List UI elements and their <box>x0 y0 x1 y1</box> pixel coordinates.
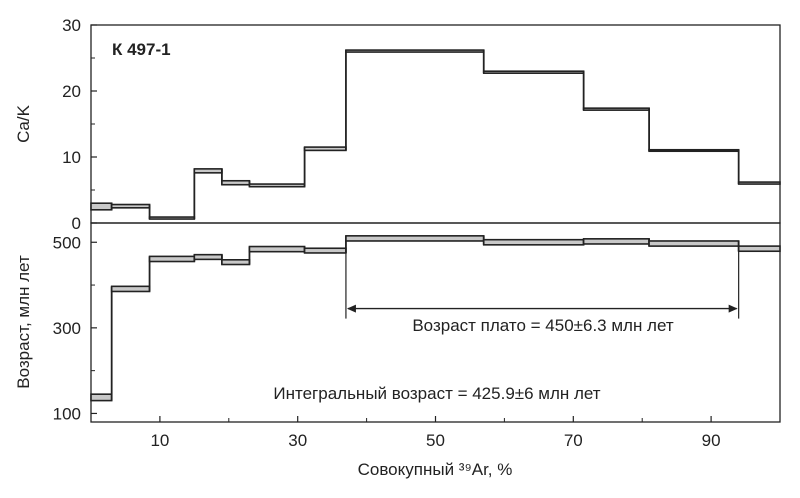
plateau-age-label: Возраст плато = 450±6.3 млн лет <box>412 316 674 335</box>
top-step-box <box>303 146 347 152</box>
top-step-box <box>221 179 251 186</box>
bottom-step-box <box>648 240 740 247</box>
top-step-box <box>648 148 740 153</box>
bottom-y-axis-label: Возраст, млн лет <box>14 255 33 389</box>
x-axis-label: Совокупный ³⁹Ar, % <box>358 460 513 479</box>
axis-ticks: 0 10 20 30 100 300 500 10 30 50 70 90 <box>53 16 721 450</box>
top-panel-steps <box>90 49 781 220</box>
top-y-axis-label: Ca/K <box>14 104 33 142</box>
top-step-box <box>148 216 196 220</box>
top-step-box <box>110 203 151 209</box>
bottom-step-box <box>582 238 650 245</box>
top-y-tick-label: 0 <box>72 214 81 233</box>
top-y-tick-label: 10 <box>62 148 81 167</box>
bottom-y-tick-label: 500 <box>53 233 81 252</box>
bottom-step-box <box>345 235 485 242</box>
x-tick-label: 50 <box>426 431 445 450</box>
bottom-step-box <box>737 245 781 253</box>
top-step-box <box>248 183 306 188</box>
bottom-y-tick-label: 300 <box>53 319 81 338</box>
x-tick-label: 30 <box>288 431 307 450</box>
plateau-arrowhead-right <box>728 304 738 313</box>
bottom-step-box <box>110 285 151 293</box>
x-tick-label: 90 <box>702 431 721 450</box>
top-step-box <box>737 181 781 185</box>
top-y-tick-label: 30 <box>62 16 81 35</box>
top-y-tick-label: 20 <box>62 82 81 101</box>
bottom-step-box <box>221 259 251 266</box>
bottom-step-box <box>90 393 113 402</box>
bottom-panel-steps <box>90 235 781 402</box>
integral-age-label: Интегральный возраст = 425.9±6 млн лет <box>273 384 600 403</box>
bottom-step-box <box>193 253 223 261</box>
top-step-box <box>90 202 113 211</box>
bottom-step-box <box>248 245 306 253</box>
x-tick-label: 10 <box>150 431 169 450</box>
sample-label: К 497-1 <box>112 40 171 59</box>
top-step-box <box>345 49 485 53</box>
bottom-step-box <box>303 247 347 254</box>
bottom-y-tick-label: 100 <box>53 404 81 423</box>
top-step-box <box>193 168 223 174</box>
plateau-arrow <box>345 240 740 319</box>
top-step-box <box>582 107 650 111</box>
bottom-step-box <box>148 255 196 263</box>
x-tick-label: 70 <box>564 431 583 450</box>
bottom-step-box <box>482 238 585 246</box>
plateau-arrowhead-left <box>346 304 356 313</box>
top-step-box <box>482 70 585 74</box>
